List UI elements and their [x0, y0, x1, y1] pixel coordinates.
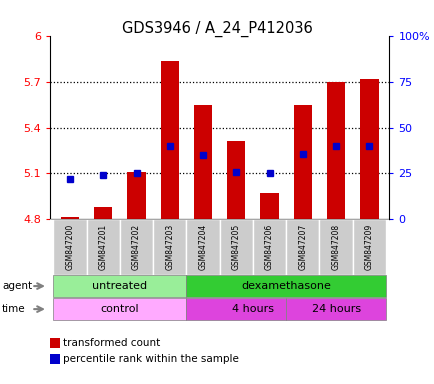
- Bar: [286, 298, 385, 320]
- Text: GSM847207: GSM847207: [298, 223, 307, 270]
- Bar: [53, 298, 186, 320]
- Text: GSM847204: GSM847204: [198, 223, 207, 270]
- Text: GSM847203: GSM847203: [165, 223, 174, 270]
- Bar: [186, 219, 219, 275]
- Bar: [53, 275, 186, 297]
- Text: agent: agent: [2, 281, 32, 291]
- Bar: [160, 61, 178, 219]
- Bar: [293, 105, 311, 219]
- Bar: [359, 79, 378, 219]
- Text: GDS3946 / A_24_P412036: GDS3946 / A_24_P412036: [122, 21, 312, 37]
- Text: percentile rank within the sample: percentile rank within the sample: [63, 354, 238, 364]
- Bar: [286, 219, 319, 275]
- Bar: [153, 219, 186, 275]
- Bar: [86, 219, 120, 275]
- Text: GSM847206: GSM847206: [264, 223, 273, 270]
- Text: GSM847209: GSM847209: [364, 223, 373, 270]
- Bar: [326, 82, 345, 219]
- Text: GSM847201: GSM847201: [99, 223, 108, 270]
- Bar: [186, 275, 385, 297]
- Text: 4 hours: 4 hours: [231, 304, 273, 314]
- Text: 24 hours: 24 hours: [311, 304, 360, 314]
- Text: untreated: untreated: [92, 281, 147, 291]
- Text: GSM847205: GSM847205: [231, 223, 240, 270]
- Text: GSM847202: GSM847202: [132, 223, 141, 270]
- Bar: [94, 207, 112, 219]
- Text: GSM847200: GSM847200: [66, 223, 74, 270]
- Bar: [219, 219, 252, 275]
- Bar: [352, 219, 385, 275]
- Text: dexamethasone: dexamethasone: [241, 281, 330, 291]
- Bar: [127, 172, 145, 219]
- Text: transformed count: transformed count: [63, 338, 160, 348]
- Bar: [194, 105, 212, 219]
- Bar: [61, 217, 79, 219]
- Bar: [252, 219, 286, 275]
- Bar: [120, 219, 153, 275]
- Bar: [186, 298, 286, 320]
- Text: control: control: [100, 304, 139, 314]
- Text: time: time: [2, 304, 26, 314]
- Text: GSM847208: GSM847208: [331, 223, 340, 270]
- Bar: [227, 141, 245, 219]
- Bar: [319, 219, 352, 275]
- Bar: [53, 219, 86, 275]
- Bar: [260, 193, 278, 219]
